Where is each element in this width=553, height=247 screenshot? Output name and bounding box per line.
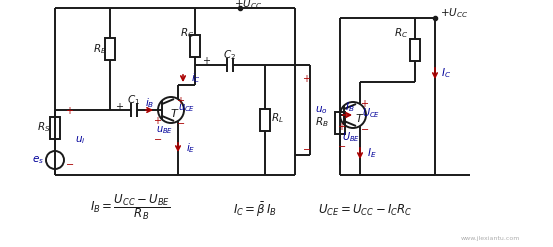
Text: $R_C$: $R_C$ — [180, 26, 194, 40]
Bar — [410, 39, 420, 61]
Text: $R_B$: $R_B$ — [93, 42, 107, 56]
Text: $-$: $-$ — [360, 124, 369, 132]
Text: $U_{BE}$: $U_{BE}$ — [342, 130, 360, 144]
Text: $I_C = \bar{\beta}\, I_B$: $I_C = \bar{\beta}\, I_B$ — [233, 201, 277, 219]
Text: $U_{CE} = U_{CC} - I_C R_C$: $U_{CE} = U_{CC} - I_C R_C$ — [317, 203, 413, 218]
Text: www.jlexiantu.com: www.jlexiantu.com — [460, 235, 520, 241]
Text: $-$: $-$ — [337, 141, 347, 149]
Text: $e_s$: $e_s$ — [32, 154, 44, 166]
Text: $T$: $T$ — [355, 112, 365, 124]
Text: $I_E$: $I_E$ — [367, 146, 377, 160]
Text: $+$: $+$ — [337, 121, 347, 131]
Text: $u_{CE}$: $u_{CE}$ — [178, 102, 195, 114]
Text: $u_o$: $u_o$ — [315, 104, 328, 116]
Text: $i_B$: $i_B$ — [145, 96, 155, 110]
Text: $+$: $+$ — [65, 104, 75, 116]
Text: $U_{CE}$: $U_{CE}$ — [362, 106, 380, 120]
Text: $-$: $-$ — [65, 159, 75, 167]
Text: $+$: $+$ — [302, 73, 311, 83]
Text: $u_i$: $u_i$ — [75, 134, 85, 146]
Text: $+U_{CC}$: $+U_{CC}$ — [234, 0, 262, 11]
Text: $u_{BE}$: $u_{BE}$ — [156, 124, 173, 136]
Bar — [190, 36, 200, 58]
Text: $+$: $+$ — [202, 55, 211, 65]
Text: $C_1$: $C_1$ — [127, 93, 140, 107]
Bar — [335, 111, 345, 133]
Text: $+U_{CC}$: $+U_{CC}$ — [440, 6, 468, 20]
Text: $C_2$: $C_2$ — [223, 48, 237, 62]
Text: $-$: $-$ — [302, 144, 311, 152]
Text: $T$: $T$ — [170, 107, 180, 119]
Text: $i_E$: $i_E$ — [186, 141, 195, 155]
Text: $-$: $-$ — [153, 133, 163, 143]
Text: $R_B$: $R_B$ — [315, 115, 329, 129]
Text: $I_C$: $I_C$ — [441, 66, 451, 80]
Bar — [50, 117, 60, 139]
Text: $R_L$: $R_L$ — [270, 111, 283, 125]
Text: $-$: $-$ — [176, 118, 185, 126]
Bar — [105, 38, 115, 60]
Text: $+$: $+$ — [360, 98, 369, 108]
Text: $R_C$: $R_C$ — [394, 26, 408, 40]
Bar — [260, 109, 270, 131]
Text: $I_B$: $I_B$ — [345, 100, 354, 114]
Text: $R_S$: $R_S$ — [37, 120, 51, 134]
Text: $+$: $+$ — [116, 101, 124, 111]
Text: $+$: $+$ — [154, 115, 163, 125]
Text: $i_C$: $i_C$ — [191, 71, 201, 85]
Text: $I_B = \dfrac{U_{CC}-U_{BE}}{R_B}$: $I_B = \dfrac{U_{CC}-U_{BE}}{R_B}$ — [90, 192, 170, 222]
Text: $+$: $+$ — [176, 95, 185, 105]
